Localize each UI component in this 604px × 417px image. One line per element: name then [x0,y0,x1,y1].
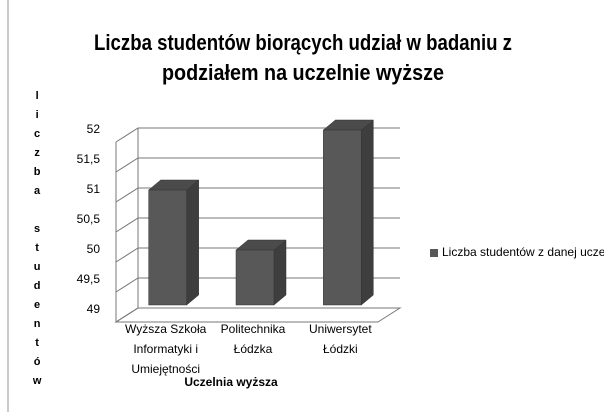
x-tick-label: Łódzki [323,342,358,356]
bar-side [186,179,199,306]
bar-side [361,119,374,306]
y-axis-label: liczba studentów [31,90,43,394]
chart-title: podziałem na uczelnie wyższe [162,60,444,85]
bar [148,189,187,306]
floor [114,307,402,323]
x-tick-label: Informatyki i [133,342,198,356]
y-tick-label: 49 [87,302,101,316]
y-tick-label: 50 [87,242,101,256]
y-tick-label: 49,5 [77,272,101,286]
y-tick-label: 51,5 [77,152,101,166]
x-tick-label: Wyższa Szkoła [125,322,207,336]
x-tick-label: Politechnika [221,322,286,336]
y-tick-label: 50,5 [77,212,101,226]
grid-line [115,127,400,143]
chart-title: Liczba studentów biorących udział w bada… [94,30,512,55]
y-tick-label: 52 [87,122,101,136]
grid-line [115,247,400,263]
x-tick-label: Łódzka [234,342,273,356]
bar [235,249,275,306]
grid-line [115,157,400,173]
x-axis-label: Uczelnia wyższa [184,375,278,389]
grid-line [115,187,400,203]
legend-label: Liczba studentów z danej uczelni [442,245,604,259]
bar [323,129,362,306]
x-tick-label: Umiejętności [131,362,200,376]
x-tick-label: Uniwersytet [309,322,372,336]
grid-line [115,217,400,233]
bar-side [273,239,287,306]
legend-swatch [430,249,438,257]
grid-line [115,277,400,293]
grid-line [115,307,400,323]
y-tick-label: 51 [87,182,101,196]
